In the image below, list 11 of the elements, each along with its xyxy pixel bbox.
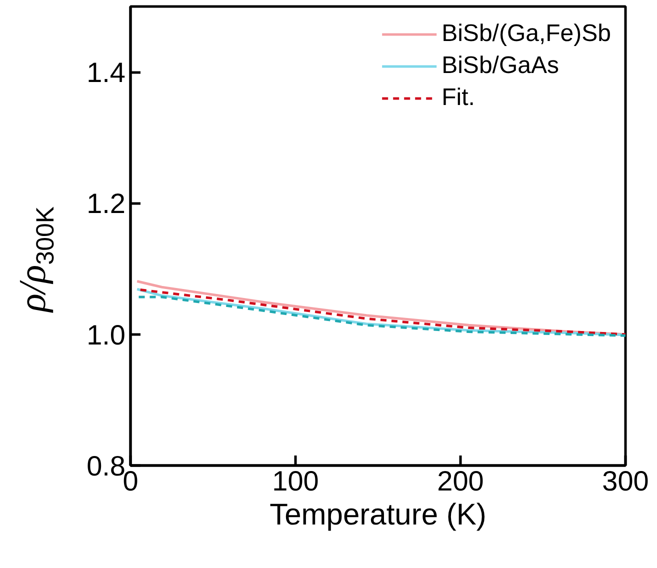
x-axis-title: Temperature (K) xyxy=(270,498,486,532)
line-series xyxy=(138,296,626,337)
x-tick-label: 300 xyxy=(602,466,649,496)
y-tick-label: 1.2 xyxy=(86,188,126,220)
legend-label: BiSb/(Ga,Fe)Sb xyxy=(442,20,611,48)
legend-label: Fit. xyxy=(442,84,475,112)
x-tick-label: 200 xyxy=(437,466,484,496)
legend-label: BiSb/GaAs xyxy=(442,52,559,80)
x-tick-label: 100 xyxy=(272,466,319,496)
y-tick-label: 1.4 xyxy=(86,57,126,88)
y-tick-label: 1.0 xyxy=(86,319,126,350)
